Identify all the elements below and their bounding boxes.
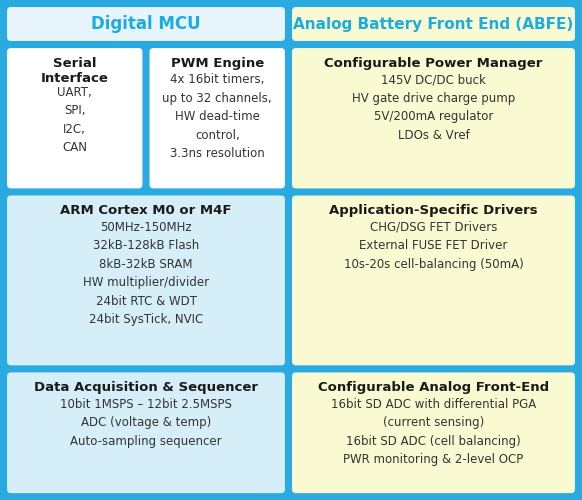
FancyBboxPatch shape bbox=[291, 194, 576, 366]
Text: Digital MCU: Digital MCU bbox=[91, 15, 201, 33]
FancyBboxPatch shape bbox=[6, 6, 286, 42]
Text: CHG/DSG FET Drivers
External FUSE FET Driver
10s-20s cell-balancing (50mA): CHG/DSG FET Drivers External FUSE FET Dr… bbox=[343, 221, 523, 271]
Text: Configurable Power Manager: Configurable Power Manager bbox=[324, 57, 542, 70]
FancyBboxPatch shape bbox=[6, 372, 286, 494]
Text: PWM Engine: PWM Engine bbox=[171, 57, 264, 70]
Text: 50MHz-150MHz
32kB-128kB Flash
8kB-32kB SRAM
HW multiplier/divider
24bit RTC & WD: 50MHz-150MHz 32kB-128kB Flash 8kB-32kB S… bbox=[83, 221, 209, 326]
Text: 10bit 1MSPS – 12bit 2.5MSPS
ADC (voltage & temp)
Auto-sampling sequencer: 10bit 1MSPS – 12bit 2.5MSPS ADC (voltage… bbox=[60, 398, 232, 448]
FancyBboxPatch shape bbox=[148, 47, 286, 190]
FancyBboxPatch shape bbox=[6, 47, 144, 190]
Text: Configurable Analog Front-End: Configurable Analog Front-End bbox=[318, 382, 549, 394]
FancyBboxPatch shape bbox=[6, 194, 286, 366]
Text: UART,
SPI,
I2C,
CAN: UART, SPI, I2C, CAN bbox=[58, 86, 92, 154]
Text: 145V DC/DC buck
HV gate drive charge pump
5V/200mA regulator
LDOs & Vref: 145V DC/DC buck HV gate drive charge pum… bbox=[352, 74, 515, 142]
Text: Application-Specific Drivers: Application-Specific Drivers bbox=[329, 204, 538, 218]
Text: 16bit SD ADC with differential PGA
(current sensing)
16bit SD ADC (cell balancin: 16bit SD ADC with differential PGA (curr… bbox=[331, 398, 536, 466]
Text: Analog Battery Front End (ABFE): Analog Battery Front End (ABFE) bbox=[293, 16, 574, 32]
FancyBboxPatch shape bbox=[291, 47, 576, 190]
FancyBboxPatch shape bbox=[291, 372, 576, 494]
FancyBboxPatch shape bbox=[291, 6, 576, 42]
Text: Serial
Interface: Serial Interface bbox=[41, 57, 109, 85]
Text: ARM Cortex M0 or M4F: ARM Cortex M0 or M4F bbox=[61, 204, 232, 218]
Text: 4x 16bit timers,
up to 32 channels,
HW dead-time
control,
3.3ns resolution: 4x 16bit timers, up to 32 channels, HW d… bbox=[162, 74, 272, 160]
Text: Data Acquisition & Sequencer: Data Acquisition & Sequencer bbox=[34, 382, 258, 394]
